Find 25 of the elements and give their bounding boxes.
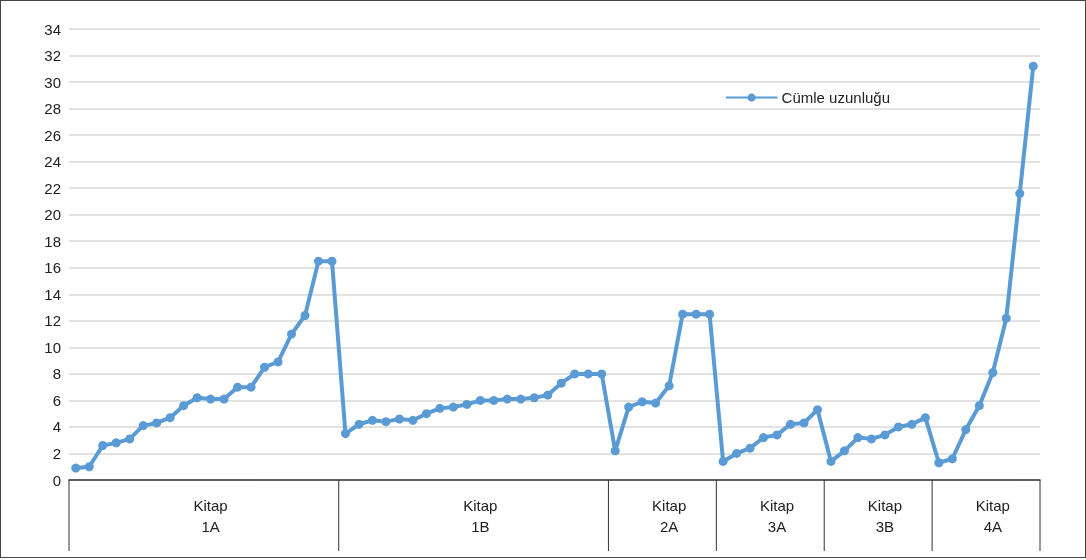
y-tick-label: 2 xyxy=(52,444,61,462)
legend-label: Cümle uzunluğu xyxy=(781,89,891,106)
x-tick-label: Kitap 2A xyxy=(652,497,687,535)
y-tick-label: 6 xyxy=(52,391,61,409)
y-tick-label: 34 xyxy=(44,20,61,38)
y-tick-label: 0 xyxy=(52,471,61,489)
x-tick-label: Kitap 1B xyxy=(463,497,498,535)
y-tick-label: 14 xyxy=(44,285,61,303)
y-tick-label: 16 xyxy=(44,259,61,277)
x-tick-label: Kitap 1A xyxy=(193,497,228,535)
y-tick-label: 12 xyxy=(44,312,61,330)
y-tick-label: 8 xyxy=(52,365,61,383)
y-tick-label: 18 xyxy=(44,232,61,250)
y-tick-label: 4 xyxy=(52,418,61,436)
y-tick-label: 24 xyxy=(44,153,61,171)
y-tick-label: 20 xyxy=(44,206,61,224)
x-tick-label: Kitap 4A xyxy=(975,497,1010,535)
x-tick-label: Kitap 3A xyxy=(759,497,795,535)
y-tick-label: 32 xyxy=(44,47,61,65)
y-tick-label: 28 xyxy=(44,100,61,118)
y-tick-label: 10 xyxy=(44,338,61,356)
y-tick-label: 22 xyxy=(44,179,61,197)
x-tick-label: Kitap 3B xyxy=(867,497,903,535)
y-tick-label: 30 xyxy=(44,73,61,91)
y-tick-label: 26 xyxy=(44,126,61,144)
